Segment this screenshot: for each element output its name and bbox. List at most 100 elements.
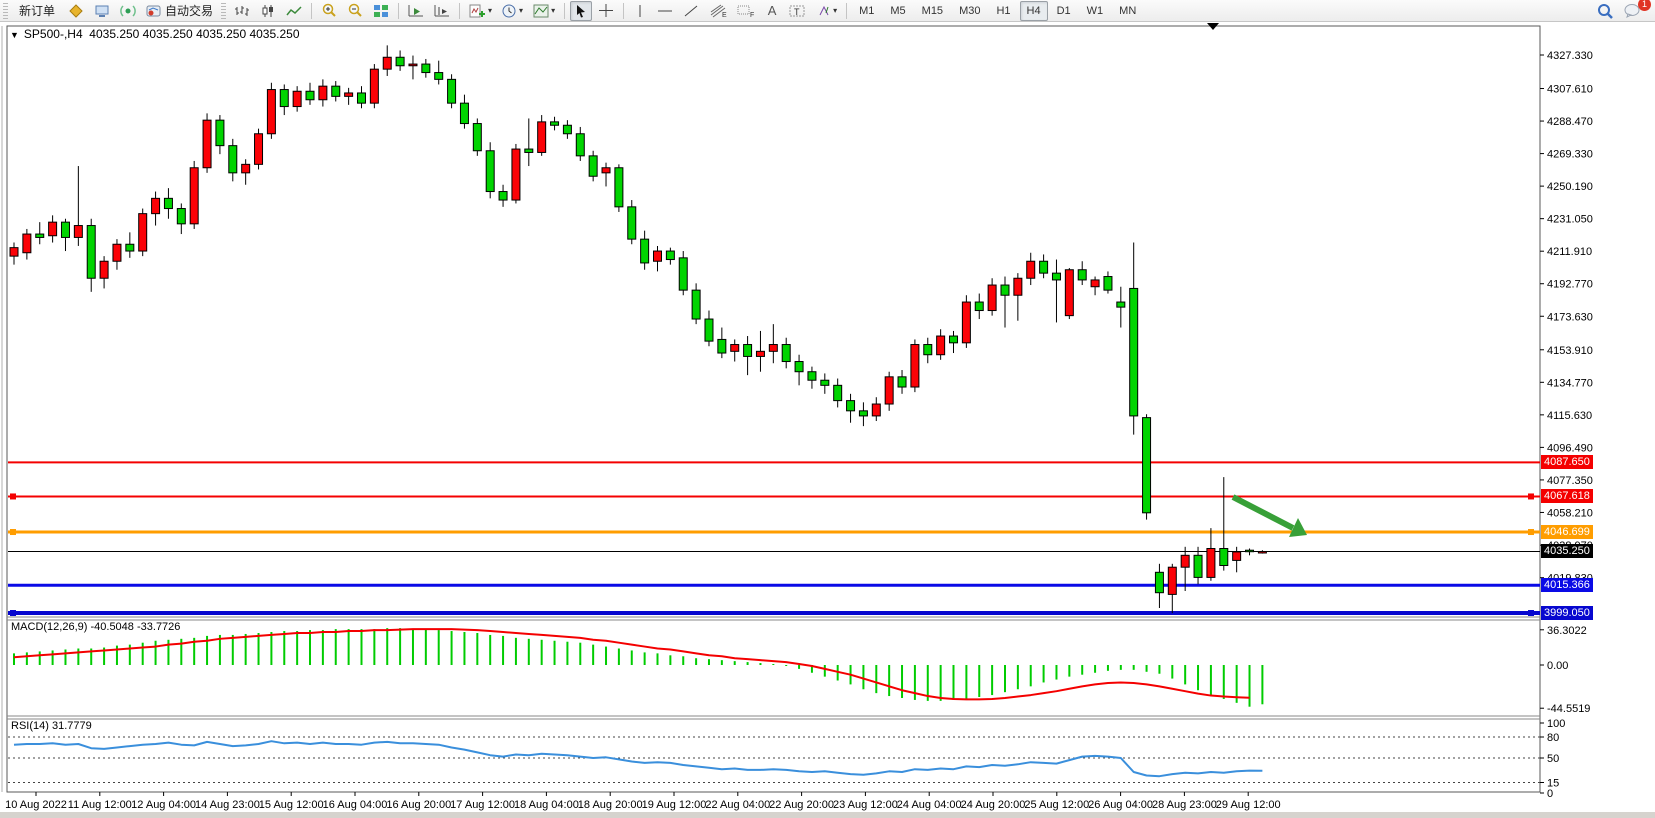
- crosshair-icon[interactable]: [594, 1, 618, 21]
- text-icon[interactable]: A: [767, 3, 777, 18]
- candlestick-chart-icon[interactable]: [256, 1, 280, 21]
- signal-icon[interactable]: [116, 1, 140, 21]
- templates-icon[interactable]: ▾: [529, 1, 559, 21]
- chart-shift-marker[interactable]: [1207, 23, 1219, 30]
- price-axis-label: 4115.630: [1547, 410, 1592, 422]
- arrows-icon[interactable]: ▾: [813, 1, 841, 21]
- timeframe-button-M15[interactable]: M15: [921, 4, 944, 17]
- price-axis-label: 4288.470: [1547, 116, 1593, 128]
- price-chip-4035.250: 4035.250: [1541, 544, 1593, 559]
- price-axis-label: 4077.350: [1547, 475, 1593, 487]
- gold-symbol-icon[interactable]: [64, 1, 88, 21]
- price-axis-label: 4250.190: [1547, 181, 1593, 193]
- toolbar-grip[interactable]: [3, 2, 8, 19]
- svg-text:T: T: [794, 7, 800, 17]
- chart-ohlc-values: 4035.250 4035.250 4035.250 4035.250: [89, 27, 300, 41]
- zoom-in-icon[interactable]: [317, 1, 341, 21]
- time-axis-label: 26 Aug 04:00: [1088, 799, 1153, 811]
- time-axis-label: 10 Aug 2022: [5, 799, 67, 811]
- price-axis-label: 4327.330: [1547, 50, 1593, 62]
- indicators-icon[interactable]: ▾: [465, 1, 496, 21]
- price-axis-label: 4173.630: [1547, 311, 1593, 323]
- rsi-axis-label: 0: [1547, 788, 1553, 800]
- zoom-out-icon[interactable]: [343, 1, 367, 21]
- window-bottom-edge: [0, 812, 1655, 818]
- time-axis-label: 24 Aug 20:00: [961, 799, 1026, 811]
- price-axis-label: 4307.610: [1547, 84, 1593, 96]
- chevron-down-icon: ▾: [551, 6, 556, 15]
- toolbar-grip[interactable]: [221, 2, 227, 19]
- rsi-indicator-label: RSI(14) 31.7779: [11, 720, 92, 732]
- hline-handle: [10, 493, 16, 500]
- timeframe-button-D1[interactable]: D1: [1056, 4, 1071, 17]
- rsi-line: [13, 740, 1263, 778]
- hline-handle: [1528, 610, 1534, 617]
- chat-icon[interactable]: 1: [1620, 0, 1651, 21]
- bar-chart-icon[interactable]: [230, 1, 254, 21]
- auto-trading-button[interactable]: 自动交易: [142, 1, 217, 21]
- hline-handle: [1528, 493, 1534, 500]
- timeframe-group: M1 M5 M15 M30 H1 H4 D1 W1 MN: [851, 0, 1144, 21]
- timeframe-button-MN[interactable]: MN: [1119, 4, 1137, 17]
- price-axis-label: 4231.050: [1547, 214, 1593, 226]
- timeframe-button-H4[interactable]: H4: [1019, 0, 1048, 21]
- cursor-icon[interactable]: [570, 0, 593, 21]
- time-axis-label: 11 Aug 12:00: [68, 799, 132, 811]
- new-order-button[interactable]: 新订单: [19, 4, 56, 18]
- main-toolbar: 新订单 自动交易: [0, 0, 1655, 22]
- svg-text:E: E: [722, 12, 727, 18]
- auto-scroll-icon[interactable]: [404, 1, 428, 21]
- chart-shift-icon[interactable]: [430, 1, 454, 21]
- macd-signal-line: [13, 628, 1250, 701]
- price-axis-label: 4134.770: [1547, 377, 1593, 389]
- rsi-axis-label: 100: [1547, 718, 1565, 730]
- rsi-panel: 100 80 50 150: [8, 718, 1565, 800]
- macd-axis-label: 36.3022: [1547, 625, 1587, 637]
- time-axis-label: 19 Aug 12:00: [642, 799, 707, 811]
- time-axis-label: 28 Aug 23:00: [1152, 799, 1217, 811]
- time-axis-label: 29 Aug 12:00: [1216, 799, 1281, 811]
- macd-panel: 36.3022 0.00 -44.5519: [13, 625, 1590, 715]
- rsi-axis-label: 50: [1547, 753, 1559, 765]
- hline-handle: [1528, 529, 1534, 536]
- price-axis-label: 4153.910: [1547, 345, 1593, 357]
- notification-badge: 1: [1638, 0, 1651, 11]
- horizontal-line-icon[interactable]: [653, 1, 677, 21]
- candles: [9, 45, 1267, 614]
- line-chart-icon[interactable]: [282, 1, 306, 21]
- text-label-icon[interactable]: T: [785, 1, 811, 21]
- hline-handle: [10, 529, 16, 536]
- time-axis-label: 16 Aug 20:00: [386, 799, 451, 811]
- time-axis-label: 16 Aug 04:00: [323, 799, 388, 811]
- time-axis-label: 22 Aug 20:00: [769, 799, 834, 811]
- trendline-icon[interactable]: [679, 1, 703, 21]
- grid-icon[interactable]: F: [733, 1, 759, 21]
- chevron-down-icon: ▾: [488, 6, 493, 15]
- timeframe-button-M5[interactable]: M5: [890, 4, 906, 17]
- timeframe-button-M1[interactable]: M1: [859, 4, 875, 17]
- price-axis-label: 4058.210: [1547, 507, 1593, 519]
- chart-dropdown-icon[interactable]: ▼: [10, 30, 19, 40]
- periods-icon[interactable]: ▾: [498, 1, 527, 21]
- price-chip-4015.366: 4015.366: [1541, 578, 1593, 593]
- down-arrow-annotation[interactable]: [1231, 494, 1307, 537]
- timeframe-button-M30[interactable]: M30: [959, 4, 981, 17]
- price-axis-label: 4211.910: [1547, 246, 1592, 258]
- price-axis-label: 4192.770: [1547, 279, 1593, 291]
- chart-title[interactable]: ▼ SP500-,H4 4035.250 4035.250 4035.250 40…: [10, 27, 300, 41]
- time-axis-label: 18 Aug 04:00: [514, 799, 579, 811]
- price-axis-label: 4096.490: [1547, 442, 1593, 454]
- timeframe-button-H1[interactable]: H1: [996, 4, 1011, 17]
- depth-of-market-icon[interactable]: [90, 1, 114, 21]
- vertical-line-icon[interactable]: [629, 1, 651, 21]
- fibonacci-icon[interactable]: E: [705, 1, 731, 21]
- tile-windows-icon[interactable]: [369, 1, 393, 21]
- macd-indicator-label: MACD(12,26,9) -40.5048 -33.7726: [11, 621, 181, 633]
- horizontal-lines[interactable]: [8, 461, 1540, 617]
- search-icon[interactable]: [1593, 1, 1618, 21]
- price-chip-4067.618: 4067.618: [1541, 489, 1593, 504]
- timeframe-button-W1[interactable]: W1: [1086, 4, 1104, 17]
